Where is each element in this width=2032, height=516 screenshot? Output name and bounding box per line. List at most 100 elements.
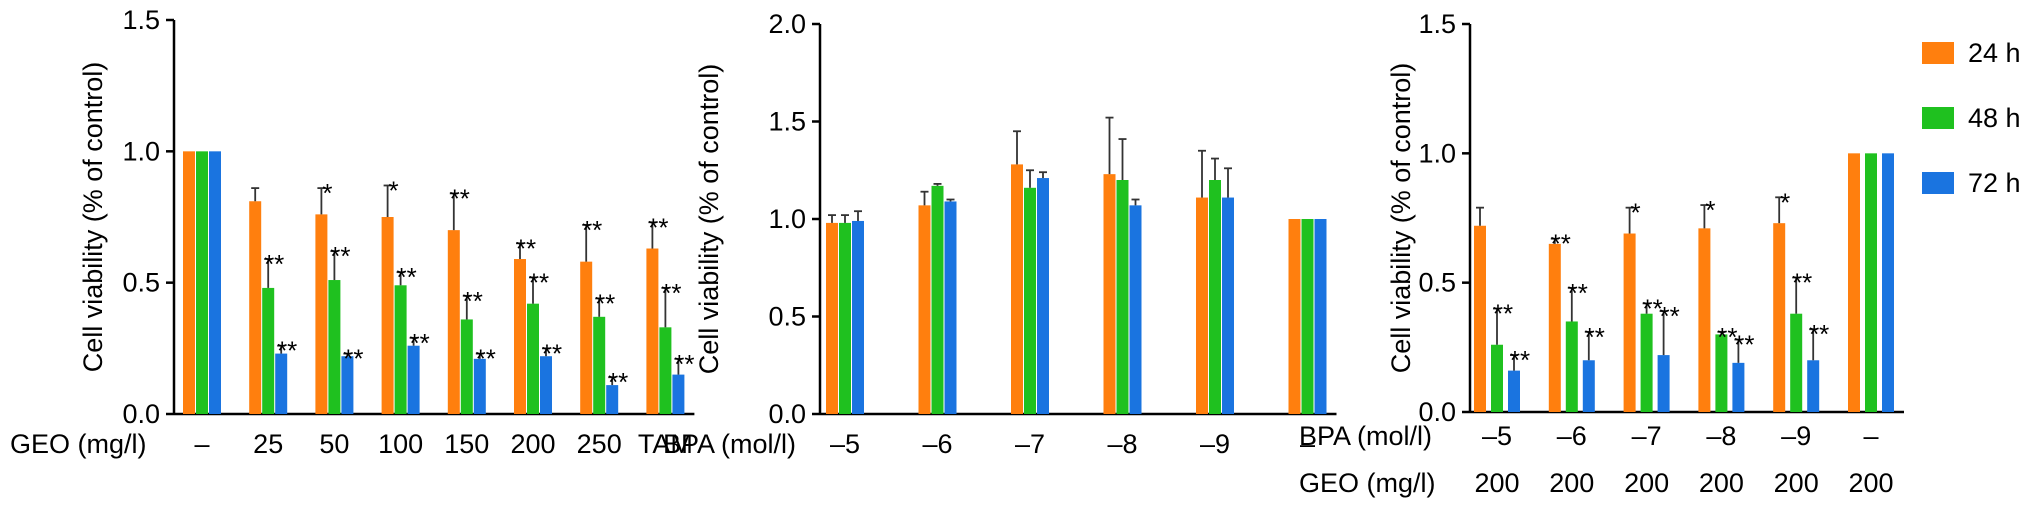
- significance-mark: **: [463, 286, 483, 316]
- significance-mark: **: [1642, 293, 1662, 323]
- y-axis-title: Cell viability (% of control): [78, 62, 108, 373]
- bar-72h: [1314, 219, 1327, 414]
- bar-24h: [249, 201, 262, 414]
- legend-swatch-24h: [1922, 42, 1954, 64]
- bar-72h: [540, 356, 552, 414]
- significance-mark: **: [1809, 319, 1829, 349]
- significance-mark: **: [277, 336, 297, 366]
- bar-24h: [1288, 219, 1301, 414]
- bar-72h: [209, 151, 221, 415]
- x-tick-label: 200: [510, 429, 555, 459]
- x-tick-label: –5: [1482, 421, 1512, 451]
- significance-mark: **: [648, 212, 668, 242]
- bar-24h: [315, 214, 328, 414]
- bar-48h: [1301, 219, 1314, 414]
- significance-mark: **: [529, 267, 549, 297]
- significance-mark: *: [389, 175, 399, 205]
- bar-72h: [1129, 205, 1142, 414]
- bar-24h: [381, 217, 394, 414]
- significance-mark: **: [1551, 229, 1571, 259]
- y-tick-label: 1.5: [122, 5, 160, 35]
- significance-mark: **: [396, 262, 416, 292]
- x-tick-label: –9: [1200, 429, 1230, 459]
- bar-72h: [606, 385, 619, 414]
- x-tick-label: –5: [830, 429, 860, 459]
- y-tick-label: 0.0: [122, 399, 160, 429]
- y-tick-label: 0.0: [768, 399, 806, 429]
- legend-label: 48 h: [1968, 103, 2021, 133]
- x-tick-label: 150: [444, 429, 489, 459]
- significance-mark: **: [582, 215, 602, 245]
- bar-72h: [1582, 360, 1595, 412]
- y-tick-label: 0.5: [1418, 268, 1456, 298]
- significance-mark: **: [608, 367, 628, 397]
- significance-mark: **: [1510, 345, 1530, 375]
- x-tick-label: 250: [577, 429, 622, 459]
- bar-72h: [852, 220, 864, 414]
- significance-mark: *: [322, 178, 332, 208]
- x-tick-label: –: [1863, 421, 1878, 451]
- bar-48h: [1024, 187, 1036, 414]
- y-tick-label: 0.0: [1418, 397, 1456, 427]
- bar-72h: [1222, 197, 1234, 414]
- x-tick-label: –6: [922, 429, 952, 459]
- bar-24h: [1623, 233, 1636, 412]
- bar-48h: [1790, 313, 1803, 412]
- significance-mark: **: [674, 349, 694, 379]
- significance-mark: *: [1705, 195, 1715, 225]
- bar-24h: [1773, 223, 1786, 412]
- x-tick-label: 50: [319, 429, 349, 459]
- x-tick-label: –: [1300, 429, 1315, 459]
- bar-24h: [447, 230, 460, 414]
- bar-48h: [593, 316, 606, 414]
- y-axis-title: Cell viability (% of control): [694, 64, 724, 375]
- bar-72h: [341, 356, 354, 414]
- y-tick-label: 1.0: [1418, 138, 1456, 168]
- bar-48h: [1491, 344, 1503, 412]
- significance-mark: **: [516, 233, 536, 263]
- significance-mark: **: [1717, 322, 1737, 352]
- bar-48h: [1715, 334, 1728, 412]
- bar-72h: [1807, 360, 1820, 412]
- x-tick-label: –7: [1015, 429, 1045, 459]
- bar-72h: [1882, 153, 1894, 413]
- x-tick-label: TAM: [638, 429, 693, 459]
- bar-48h: [1116, 180, 1129, 414]
- y-tick-label: 1.5: [768, 107, 806, 137]
- significance-mark: **: [330, 241, 350, 271]
- significance-mark: **: [1659, 301, 1679, 331]
- bar-48h: [1865, 153, 1877, 413]
- bar-24h: [826, 222, 838, 414]
- chart-panel-2: 0.0 0.5 1.0 1.5 2.0 Cell viability (% of cont…: [663, 9, 1337, 459]
- bar-48h: [394, 285, 407, 414]
- x-tick-label: 100: [378, 429, 423, 459]
- y-tick-label: 1.5: [1418, 9, 1456, 39]
- bar-72h: [275, 353, 288, 414]
- chart-panel-1: 0.0 0.5 1.0 1.5 Cell viability (% of control…: [10, 5, 695, 459]
- x-tick-label: –6: [1557, 421, 1587, 451]
- x-tick-label: –8: [1706, 421, 1736, 451]
- bar-48h: [527, 303, 539, 414]
- legend-swatch-48h: [1922, 107, 1954, 129]
- bar-48h: [328, 280, 341, 414]
- legend: 24 h 48 h 72 h: [1922, 38, 2021, 198]
- significance-mark: **: [542, 338, 562, 368]
- bar-48h: [1640, 313, 1653, 412]
- bar-24h: [1548, 243, 1561, 412]
- bar-48h: [262, 287, 275, 414]
- bar-24h: [1103, 174, 1116, 414]
- bar-48h: [839, 222, 851, 414]
- bar-72h: [407, 345, 420, 414]
- row-label: BPA (mol/l): [663, 429, 796, 459]
- significance-mark: **: [450, 183, 470, 213]
- bar-72h: [1657, 355, 1670, 412]
- x-tick-label: 200: [1774, 468, 1819, 498]
- bar-48h: [196, 151, 208, 415]
- bar-72h: [1732, 362, 1745, 412]
- significance-mark: **: [1568, 278, 1588, 308]
- bar-24h: [918, 205, 931, 414]
- y-tick-label: 0.5: [122, 268, 160, 298]
- bar-24h: [1698, 228, 1711, 412]
- y-tick-label: 2.0: [768, 9, 806, 39]
